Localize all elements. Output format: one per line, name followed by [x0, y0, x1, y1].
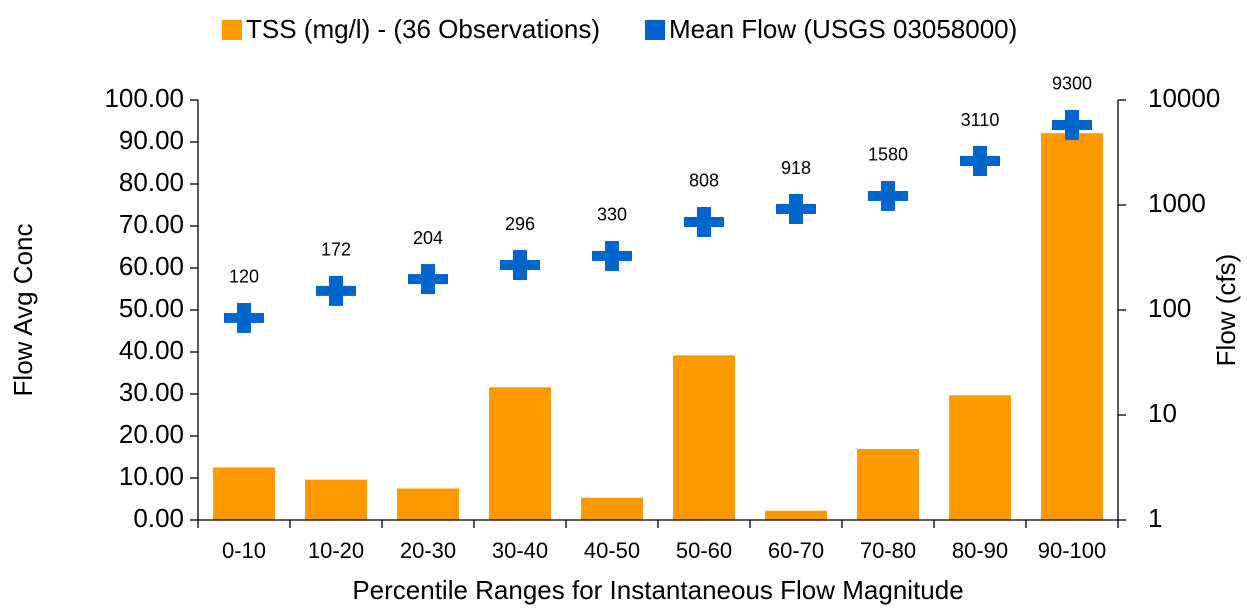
- y-tick-label: 100.00: [104, 83, 184, 113]
- marker-v: [789, 194, 803, 225]
- flow-marker: [868, 180, 908, 211]
- x-tick-label: 60-70: [768, 538, 824, 563]
- flow-marker: [684, 206, 724, 237]
- marker-v: [1065, 109, 1079, 140]
- x-tick-label: 50-60: [676, 538, 732, 563]
- flow-marker: [408, 264, 448, 295]
- legend-label: TSS (mg/l) - (36 Observations): [246, 14, 600, 44]
- bar: [213, 467, 275, 520]
- x-tick-label: 10-20: [308, 538, 364, 563]
- flow-annotation: 330: [597, 205, 627, 225]
- flow-annotation: 918: [781, 158, 811, 178]
- bar: [581, 497, 643, 520]
- marker-v: [421, 264, 435, 295]
- flow-annotation: 296: [505, 214, 535, 234]
- y-tick-label: 40.00: [119, 335, 184, 365]
- y2-axis-label: Flow (cfs): [1211, 254, 1241, 367]
- marker-v: [697, 206, 711, 237]
- bar: [765, 510, 827, 520]
- marker-v: [605, 240, 619, 271]
- x-tick-label: 90-100: [1038, 538, 1107, 563]
- flow-marker: [1052, 109, 1092, 140]
- flow-annotation: 808: [689, 171, 719, 191]
- flow-annotation: 120: [229, 267, 259, 287]
- marker-v: [513, 250, 527, 281]
- y-tick-label: 0.00: [133, 503, 184, 533]
- y-tick-label: 10.00: [119, 461, 184, 491]
- x-tick-label: 30-40: [492, 538, 548, 563]
- flow-annotation: 3110: [961, 110, 1000, 130]
- y-tick-label: 70.00: [119, 209, 184, 239]
- bar: [857, 449, 919, 520]
- flow-annotation: 1580: [868, 145, 908, 165]
- marker-v: [237, 302, 251, 333]
- flow-marker: [960, 146, 1000, 177]
- flow-marker: [500, 250, 540, 281]
- x-tick-label: 0-10: [222, 538, 266, 563]
- flow-marker: [592, 240, 632, 271]
- bar: [305, 479, 367, 520]
- y-tick-label: 30.00: [119, 377, 184, 407]
- y2-tick-label: 10000: [1148, 83, 1220, 113]
- y-tick-label: 50.00: [119, 293, 184, 323]
- y2-tick-label: 1000: [1148, 188, 1206, 218]
- bar: [397, 488, 459, 520]
- bar: [1041, 133, 1103, 520]
- flow-marker: [776, 194, 816, 225]
- y-tick-label: 80.00: [119, 167, 184, 197]
- flow-marker: [224, 302, 264, 333]
- flow-marker: [316, 275, 356, 306]
- y-tick-label: 20.00: [119, 419, 184, 449]
- marker-v: [329, 275, 343, 306]
- y2-tick-label: 100: [1148, 293, 1191, 323]
- y2-tick-label: 1: [1148, 503, 1162, 533]
- x-tick-label: 40-50: [584, 538, 640, 563]
- x-tick-label: 20-30: [400, 538, 456, 563]
- legend-swatch: [222, 20, 242, 40]
- marker-v: [973, 146, 987, 177]
- marker-v: [881, 180, 895, 211]
- bar: [489, 387, 551, 520]
- legend-swatch: [645, 20, 665, 40]
- x-axis-label: Percentile Ranges for Instantaneous Flow…: [352, 575, 963, 605]
- legend-label: Mean Flow (USGS 03058000): [669, 14, 1017, 44]
- flow-annotation: 204: [413, 228, 443, 248]
- y-axis-label: Flow Avg Conc: [8, 224, 38, 397]
- y-tick-label: 60.00: [119, 251, 184, 281]
- bar: [673, 355, 735, 520]
- y2-tick-label: 10: [1148, 398, 1177, 428]
- bar: [949, 395, 1011, 520]
- flow-annotation: 172: [321, 240, 351, 260]
- x-tick-label: 80-90: [952, 538, 1008, 563]
- y-tick-label: 90.00: [119, 125, 184, 155]
- x-tick-label: 70-80: [860, 538, 916, 563]
- flow-annotation: 9300: [1052, 74, 1092, 94]
